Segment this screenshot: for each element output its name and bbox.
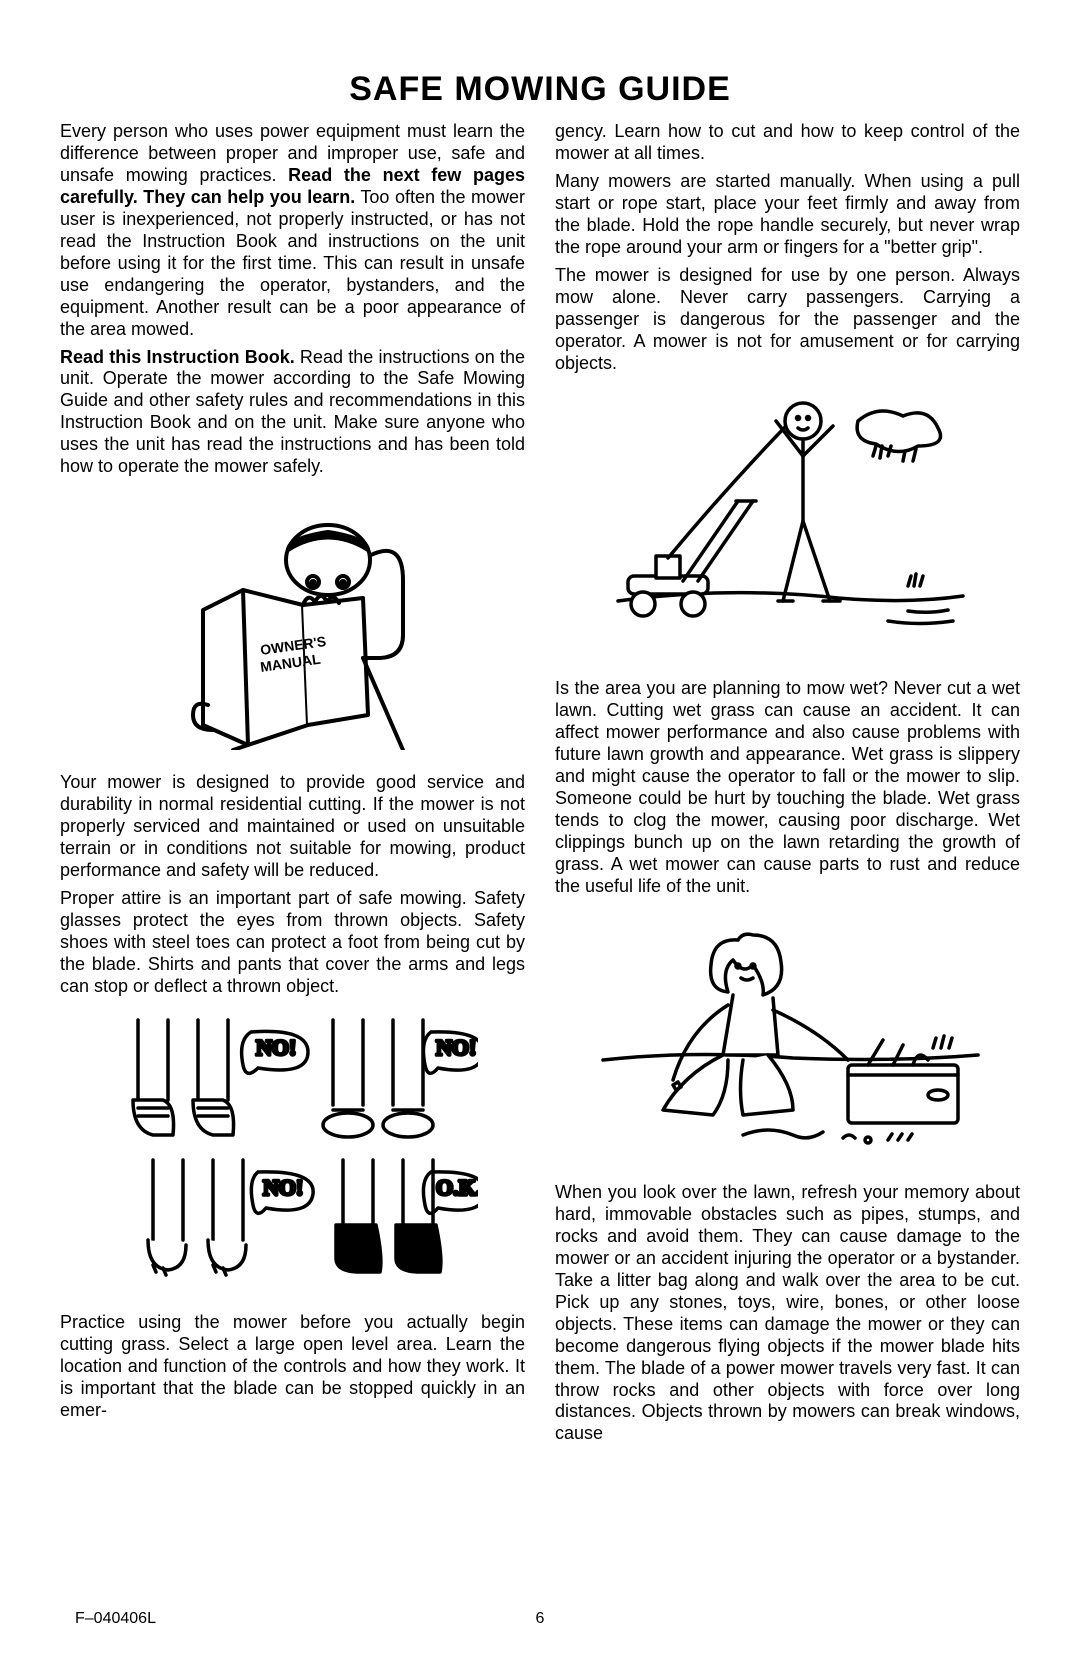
illustration-starting-mower: [555, 386, 1020, 662]
para-pullstart: Many mowers are started manually. When u…: [555, 171, 1020, 259]
para-gency: gency. Learn how to cut and how to keep …: [555, 121, 1020, 165]
para-service: Your mower is designed to provide good s…: [60, 772, 525, 882]
para-wet: Is the area you are planning to mow wet?…: [555, 678, 1020, 898]
para-oneperson: The mower is designed for use by one per…: [555, 265, 1020, 375]
para-intro: Every person who uses power equipment mu…: [60, 121, 525, 341]
para-readbook: Read this Instruction Book. Read the ins…: [60, 347, 525, 479]
illustration-footwear: NO! NO!: [60, 1010, 525, 1296]
footer-code: F–040406L: [75, 1610, 156, 1628]
page-number: 6: [536, 1610, 545, 1628]
para-intro-c: Too often the mower user is inexperience…: [60, 187, 525, 339]
para-attire: Proper attire is an important part of sa…: [60, 888, 525, 998]
illustration-reading-manual: OWNER'S MANUAL: [60, 490, 525, 756]
illustration-pickup-debris: [555, 910, 1020, 1166]
para-readbook-bold: Read this Instruction Book.: [60, 347, 295, 367]
page: SAFE MOWING GUIDE Every person who uses …: [0, 0, 1080, 1668]
para-obstacles: When you look over the lawn, refresh you…: [555, 1182, 1020, 1445]
left-column: Every person who uses power equipment mu…: [60, 121, 525, 1451]
page-title: SAFE MOWING GUIDE: [60, 70, 1020, 109]
para-practice: Practice using the mower before you actu…: [60, 1312, 525, 1422]
right-column: gency. Learn how to cut and how to keep …: [555, 121, 1020, 1451]
no-label-3: NO!: [263, 1175, 303, 1200]
two-column-layout: Every person who uses power equipment mu…: [60, 121, 1020, 1451]
no-label-2: NO!: [436, 1035, 476, 1060]
no-label-1: NO!: [256, 1035, 296, 1060]
ok-label: O.K.: [436, 1175, 478, 1200]
